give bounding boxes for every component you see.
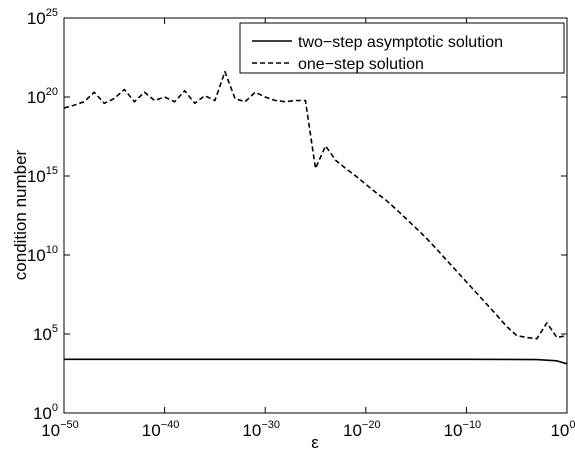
- legend-label-one-step: one−step solution: [298, 56, 424, 73]
- y-tick-label: 1015: [27, 165, 58, 186]
- y-tick-label: 105: [33, 323, 58, 344]
- x-tick-label: 10−10: [444, 419, 482, 440]
- legend-box: [239, 22, 565, 74]
- x-tick-label: 10−20: [343, 419, 381, 440]
- series-line-two-step: [64, 358, 568, 365]
- x-tick-label: 10−40: [142, 419, 180, 440]
- legend-label-two-step: two−step asymptotic solution: [298, 34, 503, 51]
- y-ticks: 100 105 1010 1015 1020 1025: [27, 7, 567, 423]
- legend: two−step asymptotic solution one−step so…: [239, 22, 565, 74]
- curves-layer: [63, 70, 568, 365]
- x-axis-title: ε: [311, 433, 319, 452]
- plot-area: [63, 17, 568, 414]
- x-ticks: 10−50 10−40 10−30 10−20 10−10 100: [41, 18, 575, 440]
- series-line-one-step: [63, 70, 568, 340]
- y-axis-title: condition number: [11, 149, 30, 280]
- x-tick-label: 10−50: [41, 419, 79, 440]
- y-tick-label: 1010: [27, 244, 58, 265]
- y-tick-label: 1020: [27, 86, 58, 107]
- y-tick-label: 1025: [27, 7, 58, 28]
- x-tick-label: 10−30: [242, 419, 280, 440]
- y-tick-label: 100: [33, 402, 58, 423]
- x-tick-label: 100: [550, 419, 575, 440]
